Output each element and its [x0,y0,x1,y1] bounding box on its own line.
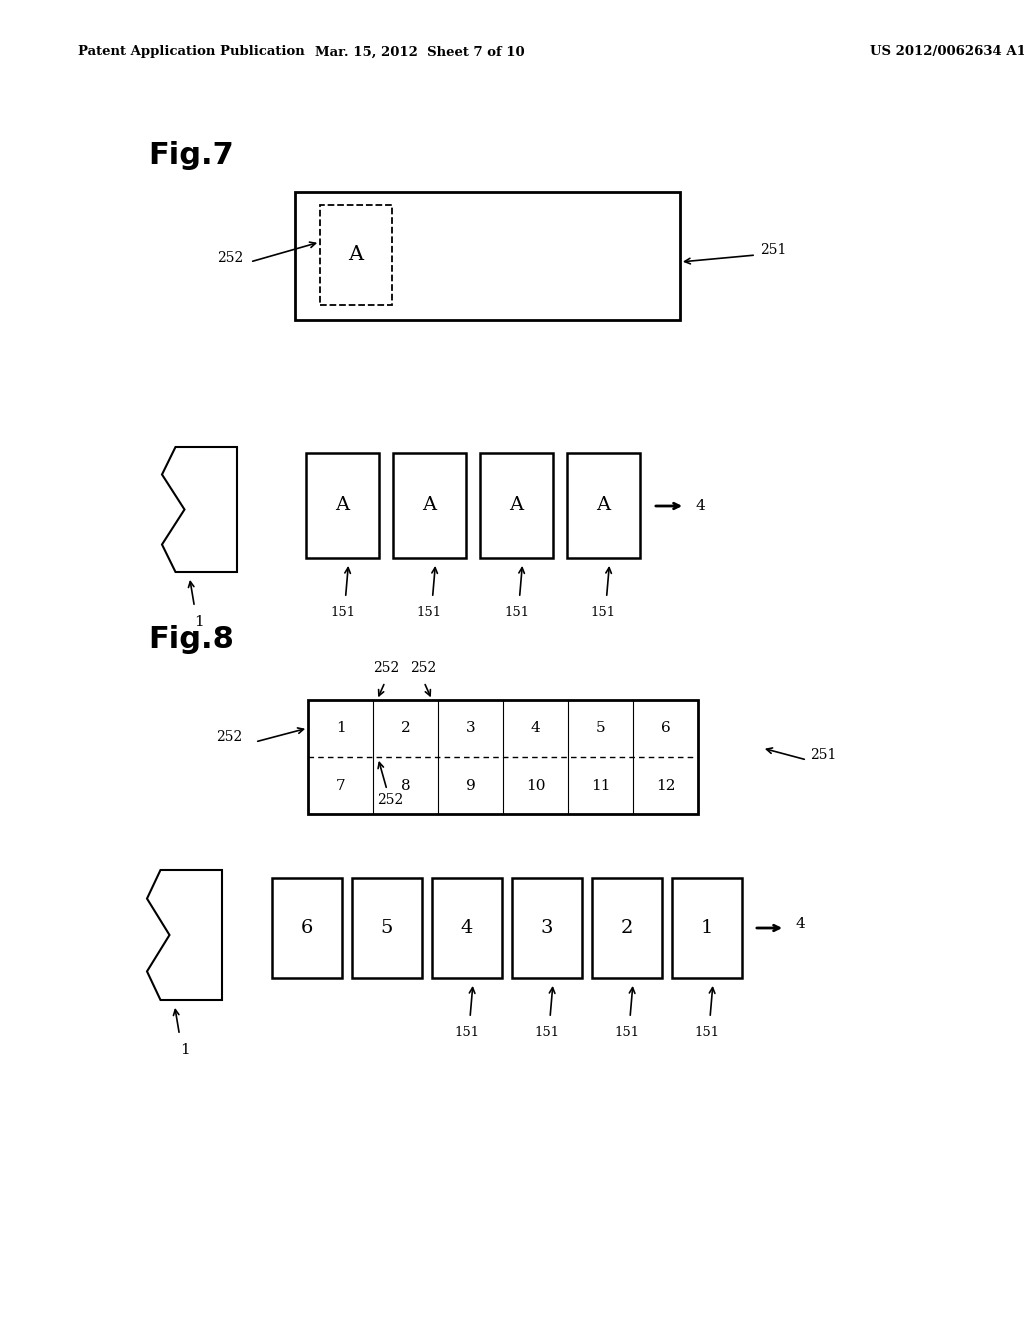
Text: Fig.7: Fig.7 [148,140,233,169]
Text: 252: 252 [373,661,399,675]
Text: 151: 151 [504,606,529,619]
Text: 251: 251 [810,748,837,762]
Bar [432,878,502,978]
Bar [672,878,742,978]
Text: 1: 1 [195,615,205,630]
Text: 151: 151 [455,1027,479,1040]
Text: A: A [596,496,610,515]
Text: 8: 8 [400,779,411,792]
Text: 151: 151 [694,1027,720,1040]
Text: 3: 3 [466,722,475,735]
Text: 252: 252 [217,251,243,265]
Bar [567,453,640,558]
Text: 11: 11 [591,779,610,792]
Text: Mar. 15, 2012  Sheet 7 of 10: Mar. 15, 2012 Sheet 7 of 10 [315,45,525,58]
Text: 252: 252 [216,730,242,744]
Text: 2: 2 [621,919,633,937]
Text: 151: 151 [535,1027,559,1040]
Bar [352,878,422,978]
Text: 5: 5 [381,919,393,937]
Text: 251: 251 [760,243,786,257]
Text: 4: 4 [530,722,541,735]
Text: 9: 9 [466,779,475,792]
Text: 1: 1 [700,919,713,937]
Bar [512,878,582,978]
Text: 6: 6 [301,919,313,937]
Text: A: A [336,496,349,515]
Text: 151: 151 [614,1027,640,1040]
Text: 252: 252 [410,661,436,675]
Text: A: A [348,246,364,264]
Bar [306,453,379,558]
Text: 4: 4 [795,917,805,931]
Text: A: A [509,496,523,515]
Text: Patent Application Publication: Patent Application Publication [78,45,305,58]
Bar [319,205,392,305]
Text: 3: 3 [541,919,553,937]
Text: 151: 151 [330,606,355,619]
Text: 7: 7 [336,779,345,792]
Text: 10: 10 [525,779,545,792]
Bar [480,453,553,558]
Text: 6: 6 [660,722,671,735]
Bar [393,453,466,558]
Text: 1: 1 [179,1043,189,1057]
Bar [592,878,662,978]
Text: 151: 151 [591,606,616,619]
Text: Fig.8: Fig.8 [148,626,233,655]
Text: 5: 5 [596,722,605,735]
Bar [308,700,698,814]
Bar [272,878,342,978]
Text: 12: 12 [655,779,675,792]
Text: 151: 151 [417,606,442,619]
Text: US 2012/0062634 A1: US 2012/0062634 A1 [870,45,1024,58]
Text: 1: 1 [336,722,345,735]
Text: A: A [423,496,436,515]
Text: 252: 252 [377,793,403,807]
Bar [295,191,680,319]
Text: 4: 4 [461,919,473,937]
Text: 2: 2 [400,722,411,735]
Text: 4: 4 [695,499,705,513]
